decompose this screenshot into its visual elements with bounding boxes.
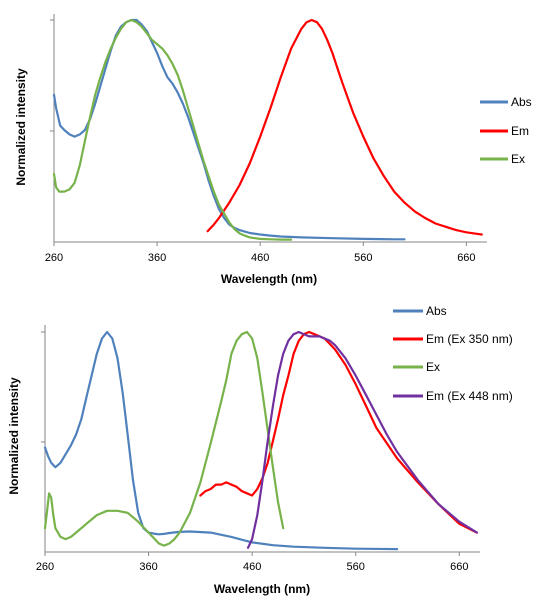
chart-1-x-tick-label: 660 — [457, 252, 475, 264]
chart-1-x-tick-label: 260 — [45, 252, 63, 264]
chart-1-legend-label-1: Abs — [511, 95, 532, 109]
chart-1-x-tick-label: 360 — [148, 252, 166, 264]
chart-2-x-tick-label: 560 — [347, 561, 365, 573]
chart-1-series-line-1 — [52, 18, 406, 241]
chart-2-x-axis-title: Wavelength (nm) — [214, 582, 310, 596]
chart-2-x-tick-label: 360 — [139, 561, 157, 573]
chart-1-y-axis-title: Normalized intensity — [14, 68, 28, 186]
chart-1-x-tick-label: 560 — [354, 252, 372, 264]
chart-2-series — [43, 330, 478, 551]
chart-2-y-axis-title: Normalized intensity — [7, 377, 21, 495]
chart-2-legend-label-4: Em (Ex 448 nm) — [426, 389, 513, 403]
chart-1-legend: Abs Em Ex — [480, 95, 532, 166]
chart-1-x-axis-title: Wavelength (nm) — [221, 272, 317, 286]
chart-1-series-line-2 — [206, 18, 483, 236]
chart-2-legend: Abs Em (Ex 350 nm) Ex Em (Ex 448 nm) — [393, 304, 513, 403]
chart-2: 260 360 460 560 660 Wavelength (nm) Normaliz… — [7, 304, 513, 596]
chart-2-series-line-2 — [199, 330, 478, 534]
chart-1-legend-label-3: Ex — [511, 152, 525, 166]
chart-2-series-line-3 — [43, 330, 285, 547]
chart-1-x-ticks: 260 360 460 560 660 — [45, 242, 476, 264]
chart-2-x-tick-label: 660 — [450, 561, 468, 573]
chart-2-series-line-4 — [246, 330, 478, 549]
chart-2-legend-label-3: Ex — [426, 360, 440, 374]
chart-2-x-tick-label: 260 — [36, 561, 54, 573]
chart-1-series — [52, 18, 483, 241]
chart-1-series-line-3 — [52, 18, 293, 241]
chart-1-x-tick-label: 460 — [251, 252, 269, 264]
chart-2-legend-label-1: Abs — [426, 304, 447, 318]
chart-2-x-ticks: 260 360 460 560 660 — [36, 552, 468, 573]
chart-2-series-line-1 — [43, 330, 399, 551]
chart-2-legend-label-2: Em (Ex 350 nm) — [426, 332, 513, 346]
chart-1-legend-label-2: Em — [511, 124, 529, 138]
chart-1: 260 360 460 560 660 Wavelength (nm) Normaliz… — [14, 14, 532, 286]
chart-2-x-tick-label: 460 — [243, 561, 261, 573]
